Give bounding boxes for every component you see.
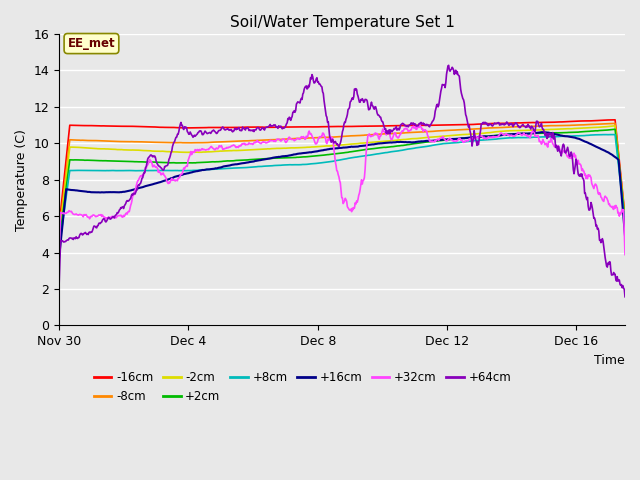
X-axis label: Time: Time: [595, 354, 625, 367]
Legend: -16cm, -8cm, -2cm, +2cm, +8cm, +16cm, +32cm, +64cm: -16cm, -8cm, -2cm, +2cm, +8cm, +16cm, +3…: [89, 366, 516, 408]
Title: Soil/Water Temperature Set 1: Soil/Water Temperature Set 1: [230, 15, 454, 30]
Text: EE_met: EE_met: [68, 37, 115, 50]
Y-axis label: Temperature (C): Temperature (C): [15, 129, 28, 230]
